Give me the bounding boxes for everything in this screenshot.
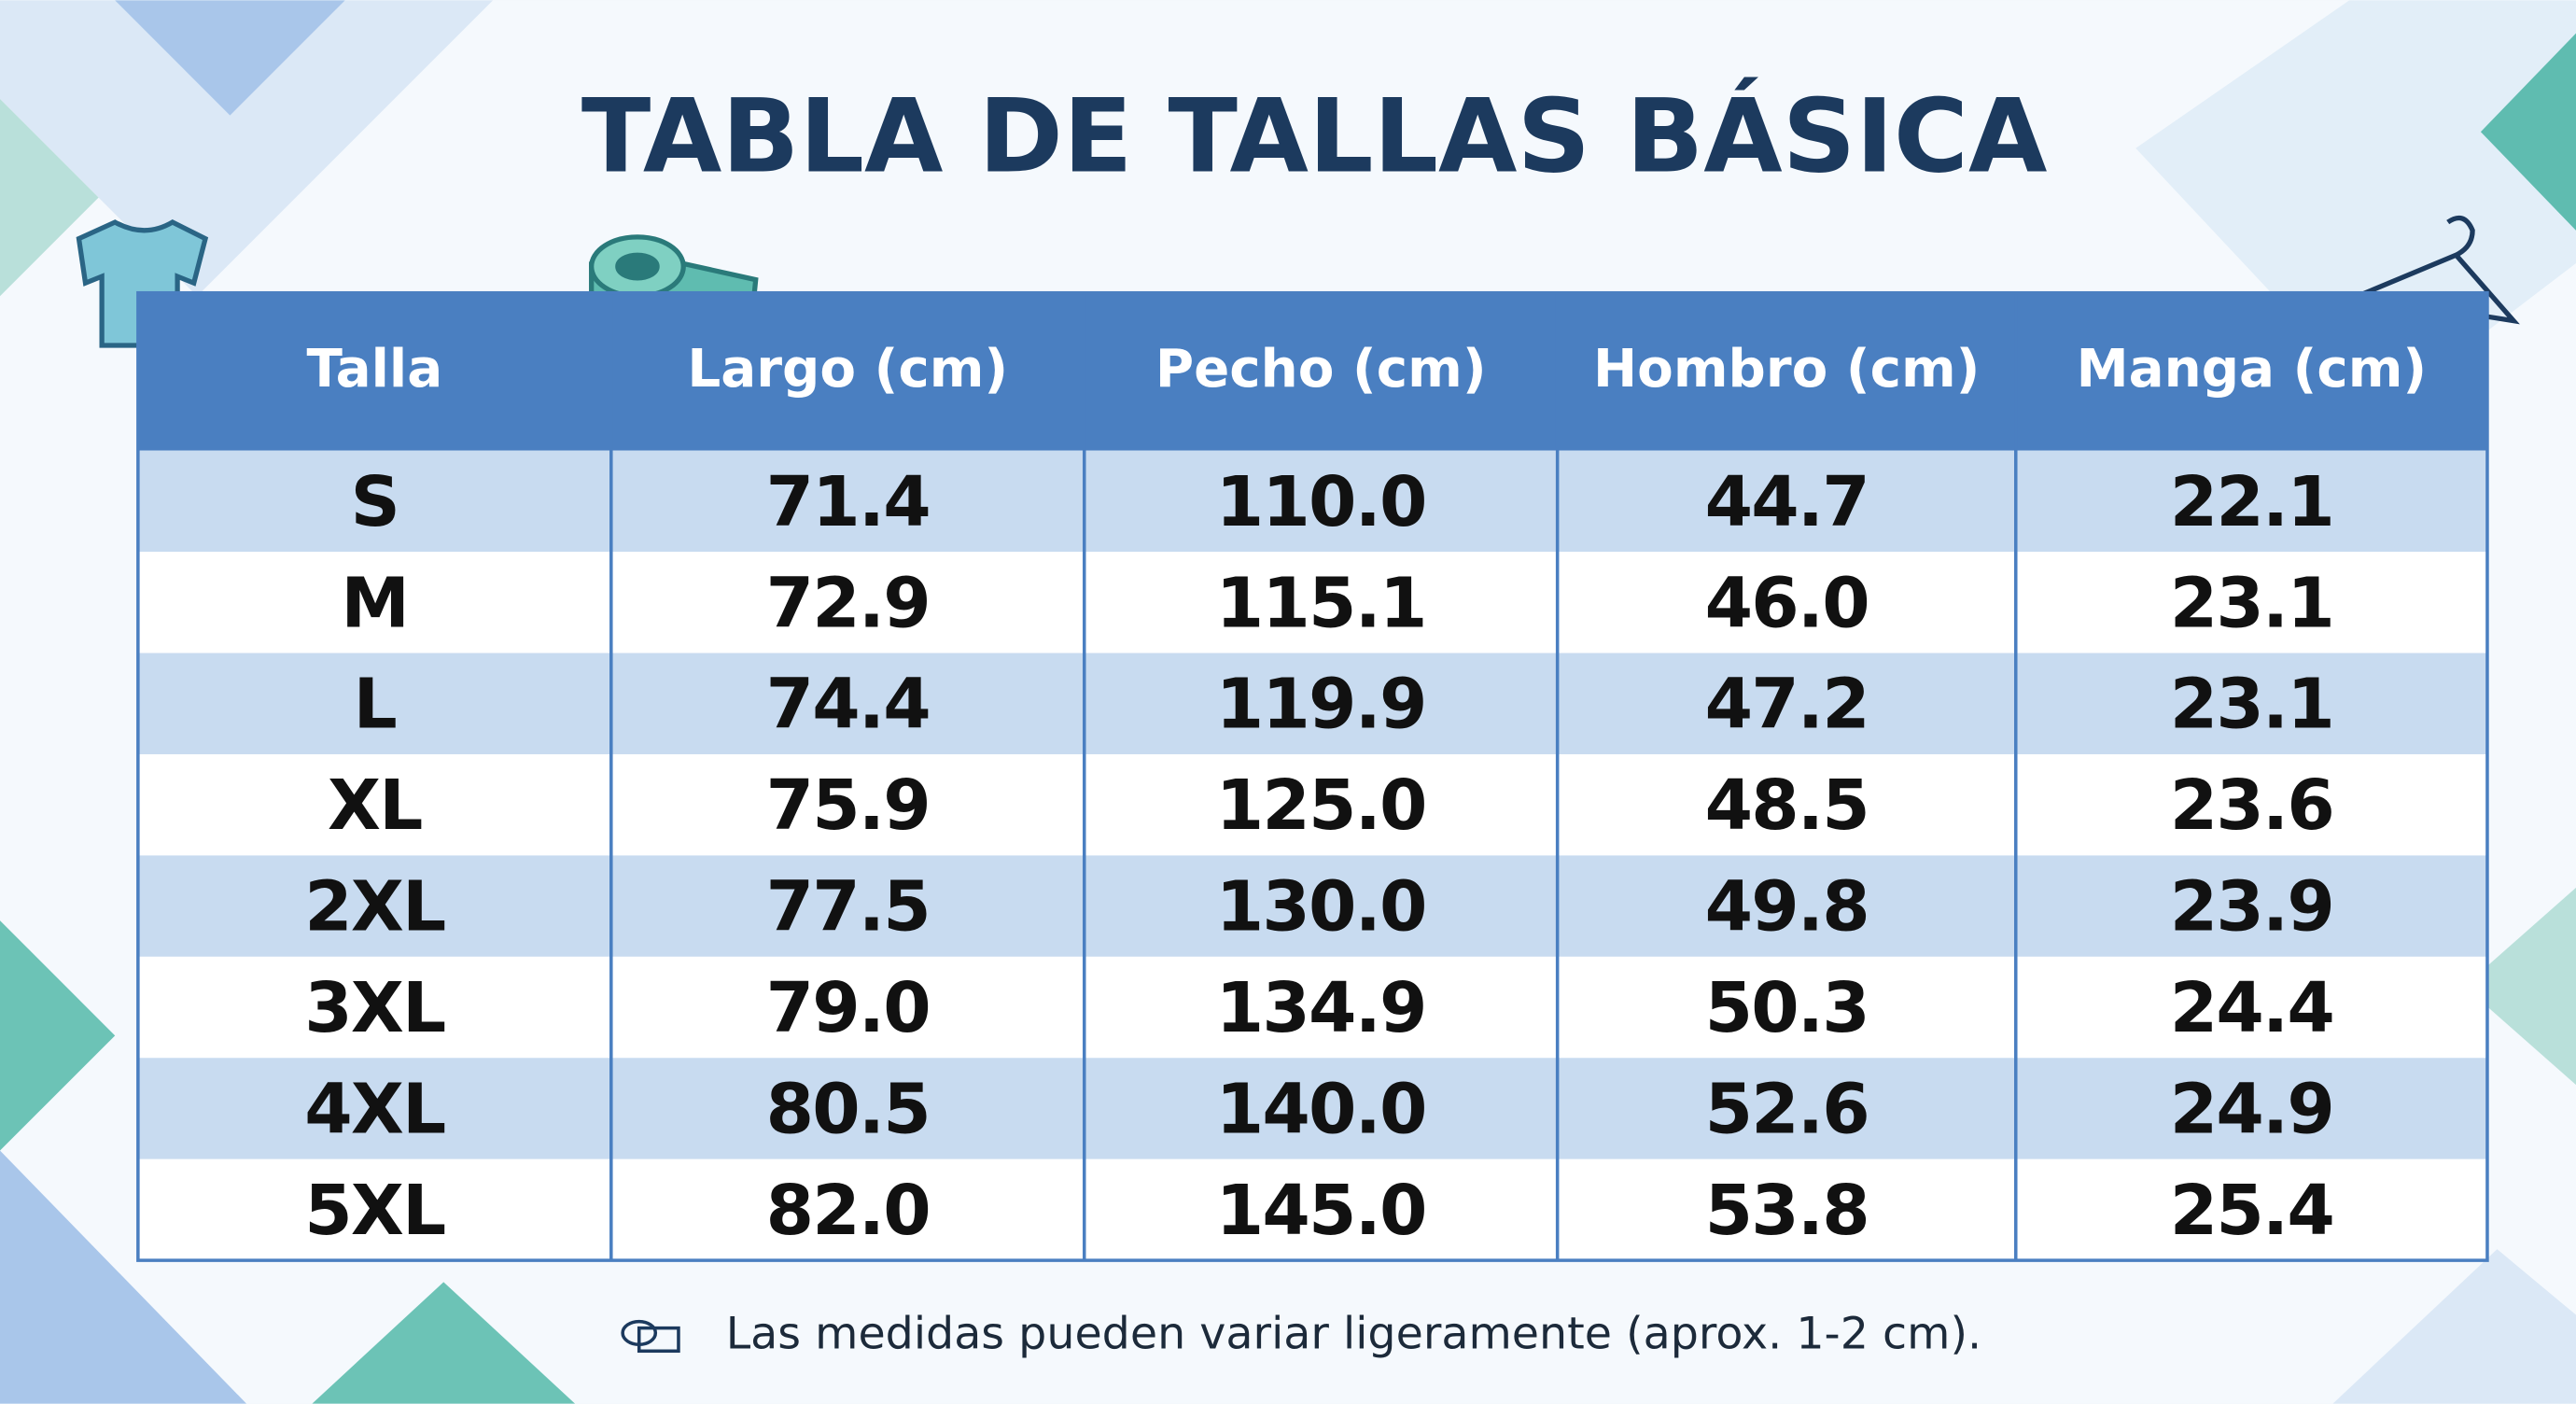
- measurement: 47.2: [1705, 665, 1869, 745]
- size-label: S: [351, 462, 399, 542]
- measurement: 71.4: [766, 462, 930, 542]
- size-label: 3XL: [304, 968, 445, 1048]
- measurement: 50.3: [1705, 968, 1869, 1048]
- size-label: 2XL: [304, 867, 445, 948]
- measurement: 125.0: [1216, 765, 1426, 846]
- table-row: [137, 552, 2487, 653]
- column-header: Pecho (cm): [1155, 339, 1487, 400]
- table-row: [137, 855, 2487, 957]
- measurement: 53.8: [1705, 1171, 1869, 1251]
- table-row: [137, 653, 2487, 754]
- column-header: Manga (cm): [2077, 339, 2428, 400]
- table-row: [137, 1158, 2487, 1261]
- footnote-icon: [621, 1319, 680, 1354]
- measurement: 82.0: [766, 1171, 930, 1251]
- measurement: 24.9: [2170, 1069, 2333, 1149]
- measurement: 23.1: [2170, 563, 2333, 643]
- measurement: 46.0: [1705, 563, 1869, 643]
- measurement: 79.0: [766, 968, 930, 1048]
- measurement: 80.5: [766, 1069, 930, 1149]
- measurement: 44.7: [1705, 462, 1869, 542]
- measurement: 119.9: [1216, 665, 1426, 745]
- size-label: 5XL: [304, 1171, 445, 1251]
- measurement: 72.9: [766, 563, 930, 643]
- measurement: 22.1: [2170, 462, 2333, 542]
- size-label: 4XL: [304, 1069, 445, 1149]
- table-row: [137, 956, 2487, 1059]
- size-label: XL: [328, 765, 422, 846]
- measurement: 140.0: [1216, 1069, 1426, 1149]
- table-row: [137, 753, 2487, 856]
- measurement: 74.4: [766, 665, 930, 745]
- measurement: 49.8: [1705, 867, 1869, 948]
- measurement: 23.6: [2170, 765, 2333, 846]
- size-table: Talla Largo (cm) Pecho (cm) Hombro (cm) Mang…: [136, 290, 2489, 1262]
- measurement: 25.4: [2170, 1171, 2333, 1251]
- header-row: [137, 292, 2487, 451]
- measurement: 23.9: [2170, 867, 2333, 948]
- measurement: 23.1: [2170, 665, 2333, 745]
- measurement: 115.1: [1216, 563, 1426, 643]
- column-header: Hombro (cm): [1593, 339, 1980, 400]
- table-border: [136, 290, 2489, 1262]
- title: TABLA DE TALLAS BÁSICA: [581, 77, 2048, 195]
- footnote: Las medidas pueden variar ligeramente (a…: [726, 1308, 1981, 1359]
- measurement: 77.5: [766, 867, 930, 948]
- table-row: [137, 1058, 2487, 1159]
- measurement: 52.6: [1705, 1069, 1869, 1149]
- measurement: 75.9: [766, 765, 930, 846]
- table-row: [137, 450, 2487, 553]
- size-label: L: [354, 665, 397, 745]
- column-header: Largo (cm): [687, 339, 1008, 400]
- measurement: 145.0: [1216, 1171, 1426, 1251]
- measurement: 130.0: [1216, 867, 1426, 948]
- measurement: 48.5: [1705, 765, 1869, 846]
- size-label: M: [341, 563, 408, 643]
- measurement: 24.4: [2170, 968, 2333, 1048]
- measurement: 134.9: [1216, 968, 1426, 1048]
- measurement: 110.0: [1216, 462, 1426, 542]
- column-header: Talla: [306, 339, 442, 400]
